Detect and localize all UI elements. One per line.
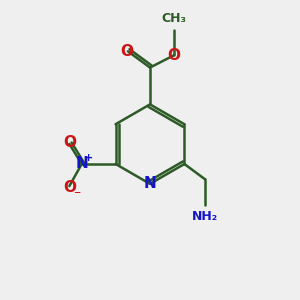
Text: CH₃: CH₃ [162,12,187,25]
Text: O: O [63,135,76,150]
Text: O: O [120,44,133,59]
Text: +: + [84,152,93,163]
Text: ⁻: ⁻ [73,188,80,203]
Text: O: O [168,48,181,63]
Text: N: N [75,157,88,172]
Text: N: N [144,176,156,191]
Text: O: O [63,180,76,195]
Text: NH₂: NH₂ [192,210,218,223]
